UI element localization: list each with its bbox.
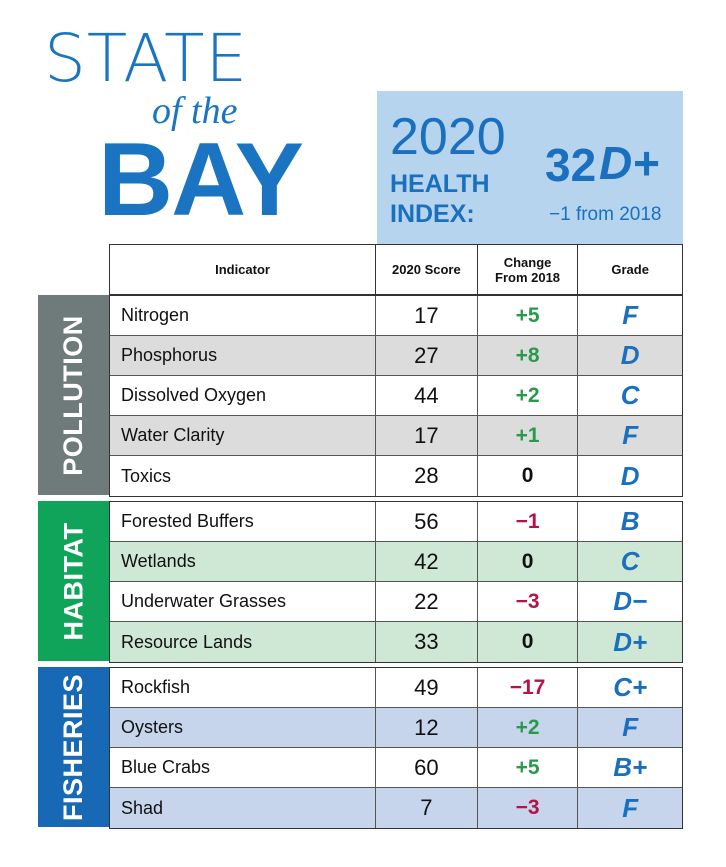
change-cell: −3 [478,788,579,828]
group-label: POLLUTION [38,295,109,495]
table-header: Indicator 2020 Score Change From 2018 Gr… [109,244,683,295]
table-row: Water Clarity 17 +1 F [110,416,682,456]
title-bay: BAY [98,122,304,238]
score-cell: 44 [376,376,478,415]
score-cell: 33 [376,622,478,662]
grade-cell: B [620,506,640,536]
grade-cell: C [620,380,640,410]
indicator-cell: Water Clarity [110,416,377,455]
group-label: HABITAT [38,501,109,661]
score-cell: 27 [376,336,478,375]
group-rows: Forested Buffers 56 −1 B Wetlands 42 0 C Underwa… [109,501,683,663]
change-cell: 0 [478,456,579,496]
indicator-cell: Phosphorus [110,336,377,375]
change-cell: 0 [478,542,579,581]
group-label-text: FISHERIES [58,673,88,821]
group-label-text: POLLUTION [58,314,88,476]
score-cell: 7 [376,788,478,828]
table-row: Toxics 28 0 D [110,456,682,496]
indicator-cell: Oysters [110,708,377,747]
table-row: Rockfish 49 −17 C+ [110,668,682,708]
grade-cell: D [620,460,640,491]
group-habitat: HABITAT Forested Buffers 56 −1 B Wetlands 42 0 C… [38,501,683,663]
table-row: Nitrogen 17 +5 F [110,296,682,336]
health-index-label-line1: HEALTH [390,170,490,198]
change-cell: +1 [478,416,579,455]
table-row: Dissolved Oxygen 44 +2 C [110,376,682,416]
grade-cell: B+ [613,752,648,782]
table-row: Oysters 12 +2 F [110,708,682,748]
health-index-grade: D+ [599,137,660,189]
title-state: STATE [44,20,249,97]
indicator-cell: Wetlands [110,542,377,581]
change-cell: +2 [478,708,579,747]
group-rows: Nitrogen 17 +5 F Phosphorus 27 +8 D Dissolved Ox… [109,295,683,497]
health-index-box: 2020 HEALTH INDEX: 32 D+ −1 from 2018 [377,91,683,244]
grade-cell: C [620,546,640,576]
group-pollution: POLLUTION Nitrogen 17 +5 F Phosphorus 27 +8 D Dis… [38,295,683,497]
title-of-the: of the [152,90,238,132]
change-cell: +8 [478,336,579,375]
indicator-cell: Dissolved Oxygen [110,376,377,415]
indicator-cell: Rockfish [110,668,377,707]
grade-cell: F [622,792,639,823]
header-change-line1: Change [503,254,552,270]
table-row: Shad 7 −3 F [110,788,682,828]
grade-cell: D+ [613,626,648,657]
header-change-line2: From 2018 [495,269,561,285]
health-index-change: −1 from 2018 [549,204,662,225]
score-cell: 49 [376,668,478,707]
grade-cell: C+ [613,672,648,702]
table-row: Resource Lands 33 0 D+ [110,622,682,662]
score-cell: 56 [376,502,478,541]
change-cell: −3 [478,582,579,621]
score-cell: 17 [376,416,478,455]
indicator-cell: Forested Buffers [110,502,377,541]
grade-cell: D− [613,586,648,616]
health-index-label-line2: INDEX: [390,200,475,228]
header-score: 2020 Score [376,245,478,294]
score-cell: 12 [376,708,478,747]
score-cell: 42 [376,542,478,581]
group-label-text: HABITAT [58,522,89,640]
header-indicator: Indicator [110,245,377,294]
indicator-cell: Shad [110,788,377,828]
grade-cell: F [622,300,639,330]
indicator-cell: Toxics [110,456,377,496]
indicator-cell: Blue Crabs [110,748,377,787]
grade-cell: F [622,712,639,742]
change-cell: −17 [478,668,579,707]
table-row: Phosphorus 27 +8 D [110,336,682,376]
table-row: Underwater Grasses 22 −3 D− [110,582,682,622]
health-index-year: 2020 [390,108,506,166]
score-cell: 28 [376,456,478,496]
group-fisheries: FISHERIES Rockfish 49 −17 C+ Oysters 12 +2 F Blue… [38,667,683,829]
header-change: Change From 2018 [478,245,579,294]
health-index-score: 32 [545,139,597,191]
grade-cell: D [620,340,640,370]
change-cell: −1 [478,502,579,541]
indicator-cell: Nitrogen [110,296,377,335]
group-label: FISHERIES [38,667,109,827]
score-cell: 60 [376,748,478,787]
health-index-label: HEALTH INDEX: [390,169,490,229]
change-cell: +5 [478,296,579,335]
table-row: Forested Buffers 56 −1 B [110,502,682,542]
table-row: Blue Crabs 60 +5 B+ [110,748,682,788]
grade-cell: F [622,420,639,450]
header-grade: Grade [611,262,649,277]
score-cell: 22 [376,582,478,621]
change-cell: 0 [478,622,579,662]
change-cell: +2 [478,376,579,415]
score-cell: 17 [376,296,478,335]
indicator-cell: Underwater Grasses [110,582,377,621]
change-cell: +5 [478,748,579,787]
indicator-cell: Resource Lands [110,622,377,662]
group-rows: Rockfish 49 −17 C+ Oysters 12 +2 F Blue Crabs 60 +… [109,667,683,829]
table-row: Wetlands 42 0 C [110,542,682,582]
